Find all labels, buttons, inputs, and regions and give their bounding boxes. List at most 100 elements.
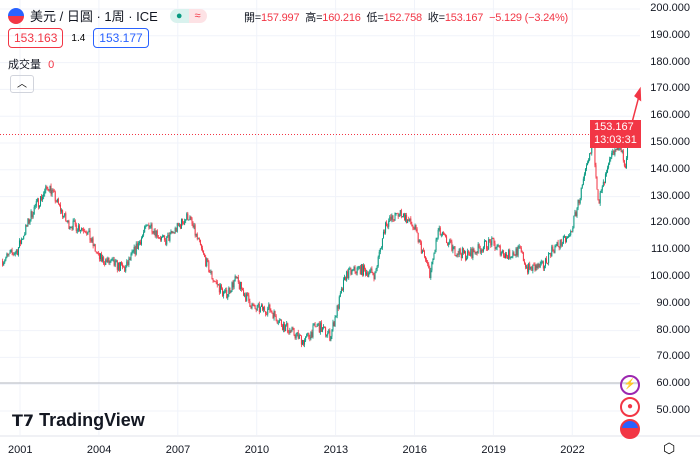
candle-body	[248, 295, 250, 302]
candle-body	[450, 240, 452, 242]
symbol-header[interactable]: 美元 / 日圓 · 1周 · ICE ● ≈	[8, 6, 207, 25]
candle-body	[328, 330, 330, 334]
candle-body	[24, 234, 26, 236]
candle-body	[177, 223, 179, 226]
candle-body	[105, 259, 107, 265]
candle-body	[437, 229, 439, 238]
y-tick-label: 150.000	[650, 136, 690, 148]
candle-body	[145, 226, 147, 228]
candle-body	[319, 322, 321, 333]
candle-body	[204, 253, 206, 257]
candle-body	[162, 236, 164, 238]
candle-body	[397, 213, 399, 217]
candle-body	[235, 276, 237, 279]
candle-body	[4, 260, 6, 263]
candle-body	[425, 256, 427, 260]
record-event-icon[interactable]: ●	[620, 397, 640, 417]
tradingview-logo[interactable]: 𝗧𝟳 TradingView	[12, 410, 145, 430]
candle-body	[604, 174, 606, 183]
candle-body	[487, 248, 489, 250]
candle-body	[118, 262, 120, 271]
candle-body	[446, 236, 448, 243]
buy-button[interactable]: 153.177	[93, 28, 149, 48]
y-tick-label: 160.000	[650, 109, 690, 122]
candle-body	[247, 293, 249, 296]
candle-body	[462, 248, 464, 254]
candle-body	[255, 308, 257, 311]
candle-body	[387, 225, 389, 227]
candle-body	[295, 333, 297, 339]
candle-body	[218, 284, 220, 293]
candle-body	[399, 210, 401, 215]
candle-body	[600, 190, 602, 193]
candle-body	[526, 266, 528, 268]
candle-body	[127, 261, 129, 265]
candle-body	[91, 238, 93, 242]
candle-body	[621, 150, 623, 153]
sell-button[interactable]: 153.163	[8, 28, 64, 48]
candle-body	[308, 333, 310, 337]
settings-icon[interactable]: ⬡	[663, 440, 676, 456]
candle-body	[63, 215, 65, 217]
candle-body	[294, 334, 296, 339]
spread: 1.4	[71, 32, 86, 44]
candle-body	[594, 144, 596, 166]
candle-body	[287, 323, 289, 333]
candle-body	[419, 239, 421, 243]
volume-legend: 成交量 0	[8, 56, 54, 72]
candle-body	[64, 213, 66, 216]
candle-body	[540, 261, 542, 264]
candle-body	[41, 196, 43, 200]
candle-body	[124, 267, 126, 272]
candle-body	[6, 253, 8, 258]
candle-body	[57, 198, 59, 204]
candle-body	[254, 305, 256, 309]
candle-body	[157, 236, 159, 238]
candle-body	[364, 265, 366, 270]
candle-body	[480, 249, 482, 253]
candle-body	[275, 316, 277, 321]
candle-body	[615, 149, 617, 151]
candle-body	[547, 262, 549, 264]
x-tick-label: 2019	[481, 444, 506, 456]
candle-body	[325, 327, 327, 336]
candle-body	[323, 326, 325, 328]
candle-body	[467, 251, 469, 258]
candle-body	[513, 252, 515, 255]
candle-body	[489, 239, 491, 242]
candle-body	[180, 219, 182, 229]
candle-body	[54, 191, 56, 202]
y-tick-label: 90.000	[656, 296, 690, 309]
candle-body	[350, 268, 352, 275]
candle-body	[49, 185, 51, 191]
candle-body	[395, 213, 397, 214]
candle-body	[441, 232, 443, 235]
candle-body	[611, 153, 613, 158]
low-label: 低=	[366, 12, 384, 24]
candle-body	[116, 260, 118, 270]
candle-body	[391, 215, 393, 220]
candle-body	[112, 259, 114, 261]
candle-body	[88, 230, 90, 232]
candle-body	[375, 268, 377, 272]
candle-body	[349, 268, 351, 270]
candle-body	[270, 310, 272, 312]
candle-body	[97, 252, 99, 254]
candle-body	[316, 324, 318, 327]
collapse-legend-button[interactable]: ︿	[10, 75, 34, 93]
x-tick-label: 2001	[8, 444, 33, 456]
candle-body	[12, 252, 14, 255]
candle-body	[256, 305, 258, 311]
candle-body	[55, 201, 57, 203]
candle-body	[514, 254, 516, 256]
candle-body	[320, 322, 322, 332]
lightning-event-icon[interactable]: ⚡	[620, 375, 640, 395]
candle-body	[241, 289, 243, 291]
candle-body	[83, 228, 85, 232]
volume-value: 0	[48, 59, 55, 71]
us-flag-event-icon[interactable]	[620, 419, 640, 439]
y-tick-label: 50.000	[656, 404, 690, 416]
candle-body	[200, 244, 202, 249]
market-status[interactable]: ● ≈	[169, 8, 207, 23]
